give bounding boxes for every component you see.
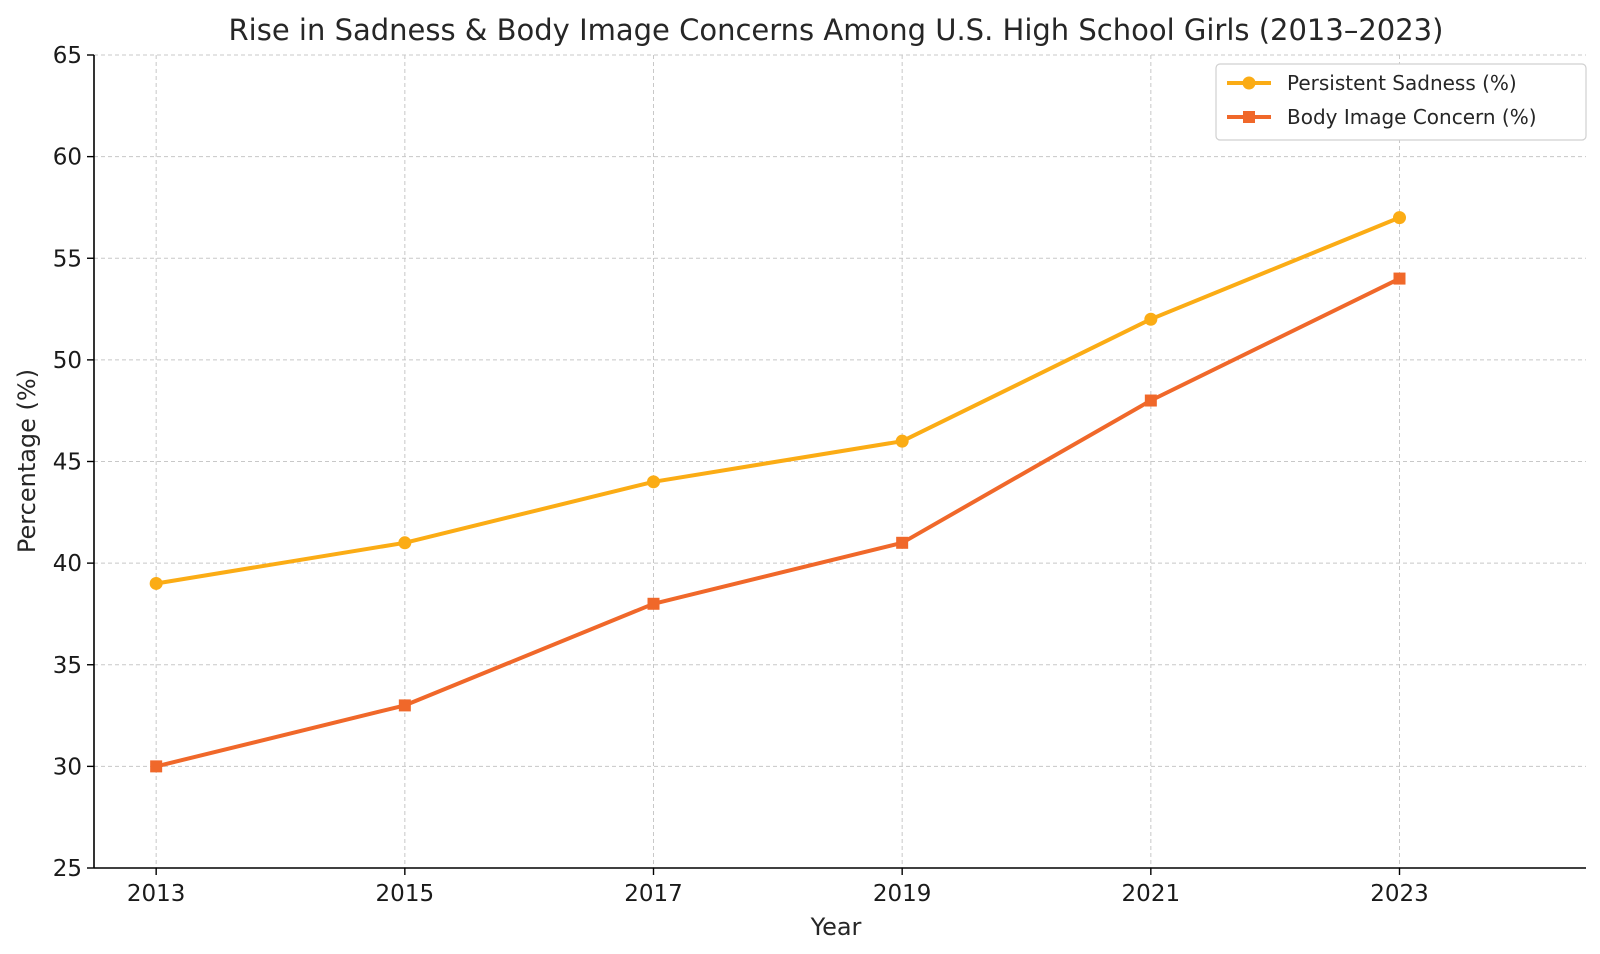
legend-marker-square — [1243, 111, 1255, 123]
x-axis-label: Year — [810, 913, 862, 941]
data-point-square — [398, 699, 411, 712]
legend-entry: Body Image Concern (%) — [1227, 105, 1537, 129]
data-point-circle — [1393, 211, 1406, 225]
x-tick-label: 2015 — [376, 881, 435, 907]
data-point-square — [1144, 394, 1157, 407]
y-tick-label: 25 — [53, 856, 82, 882]
series-1 — [149, 211, 1406, 590]
legend-box — [1215, 63, 1587, 141]
x-tick-label: 2013 — [127, 881, 186, 907]
legend-marker-circle — [1242, 76, 1256, 90]
y-tick-label: 55 — [53, 246, 82, 272]
legend-label: Body Image Concern (%) — [1287, 105, 1537, 129]
x-axis-ticks: 2013 2015 2017 2019 2021 2023 — [127, 868, 1429, 907]
x-tick-label: 2019 — [873, 881, 932, 907]
legend-entry: Persistent Sadness (%) — [1227, 71, 1517, 95]
data-point-square — [150, 760, 163, 773]
y-tick-label: 35 — [53, 653, 82, 679]
x-tick-label: 2023 — [1370, 881, 1429, 907]
y-tick-label: 30 — [53, 754, 82, 780]
legend-items: Persistent Sadness (%) Body Image Concern… — [1227, 71, 1537, 129]
y-tick-label: 60 — [53, 145, 82, 171]
series-2 — [150, 272, 1406, 773]
y-axis-ticks: 25 30 35 40 45 50 55 60 65 — [53, 43, 94, 882]
series-line — [154, 215, 1402, 586]
data-point-circle — [149, 576, 163, 590]
legend-label: Persistent Sadness (%) — [1287, 71, 1517, 95]
data-point-circle — [647, 475, 660, 489]
chart-title: Rise in Sadness & Body Image Concerns Am… — [229, 13, 1444, 47]
y-axis-label: Percentage (%) — [13, 369, 41, 553]
legend: Persistent Sadness (%) Body Image Concern… — [1215, 63, 1587, 141]
data-point-square — [647, 597, 660, 610]
data-point-circle — [1144, 312, 1158, 326]
grid-lines — [94, 54, 1586, 869]
data-point-square — [1393, 272, 1406, 285]
series-line — [154, 276, 1402, 769]
y-tick-label: 50 — [53, 348, 82, 374]
y-tick-label: 65 — [53, 43, 82, 69]
data-series — [149, 211, 1406, 773]
y-tick-label: 45 — [53, 450, 82, 476]
x-tick-label: 2021 — [1122, 881, 1181, 907]
x-tick-label: 2017 — [624, 881, 683, 907]
data-point-square — [896, 536, 909, 549]
y-tick-label: 40 — [53, 551, 82, 577]
data-point-circle — [895, 434, 909, 448]
data-point-circle — [398, 536, 412, 550]
